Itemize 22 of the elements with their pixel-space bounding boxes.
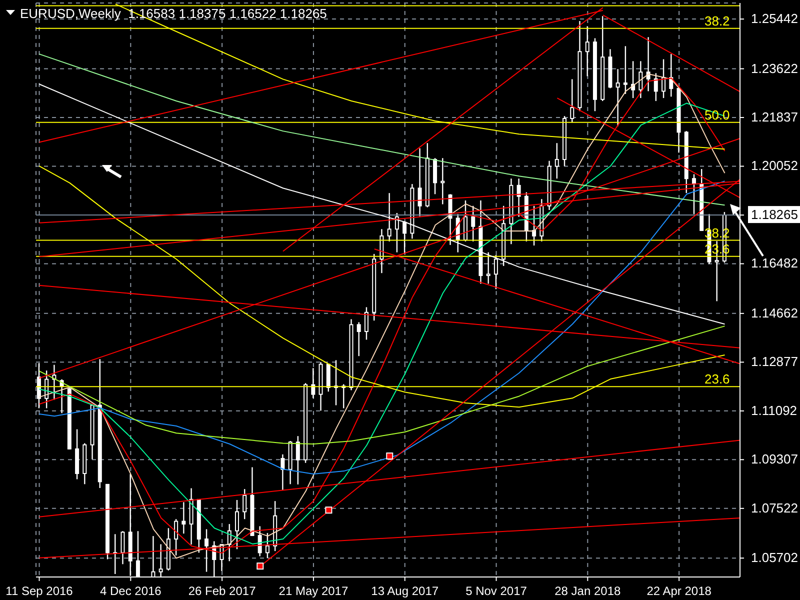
x-tick-label: 26 Feb 2017 (188, 584, 256, 598)
x-tick-label: 28 Jan 2018 (554, 584, 622, 598)
y-tick-label: 1.18265 (751, 207, 798, 222)
x-tick-label: 21 May 2017 (278, 584, 348, 598)
y-tick-label: 1.25442 (751, 11, 798, 26)
annotation: 38.2 (704, 13, 730, 28)
annotation: 23.6 (704, 372, 730, 387)
y-tick-label: 1.05702 (751, 550, 798, 566)
x-tick-label: 4 Dec 2016 (100, 584, 162, 598)
x-tick-label: 13 Aug 2017 (371, 584, 439, 598)
x-tick-label: 22 Apr 2018 (646, 584, 712, 598)
x-tick-label: 11 Sep 2016 (6, 584, 74, 598)
y-tick-label: 1.21837 (751, 110, 798, 124)
x-tick-label: 5 Nov 2017 (466, 584, 528, 598)
y-tick-label: 1.23622 (751, 60, 798, 76)
y-tick-label: 1.14662 (751, 305, 798, 320)
y-tick-label: 1.12877 (751, 354, 798, 370)
y-tick-label: 1.09307 (751, 452, 798, 467)
y-tick-label: 1.16482 (751, 256, 798, 271)
y-tick-label: 1.20052 (751, 158, 798, 174)
y-tick-label: 1.07522 (751, 500, 798, 516)
y-tick-label: 1.11092 (751, 402, 798, 418)
